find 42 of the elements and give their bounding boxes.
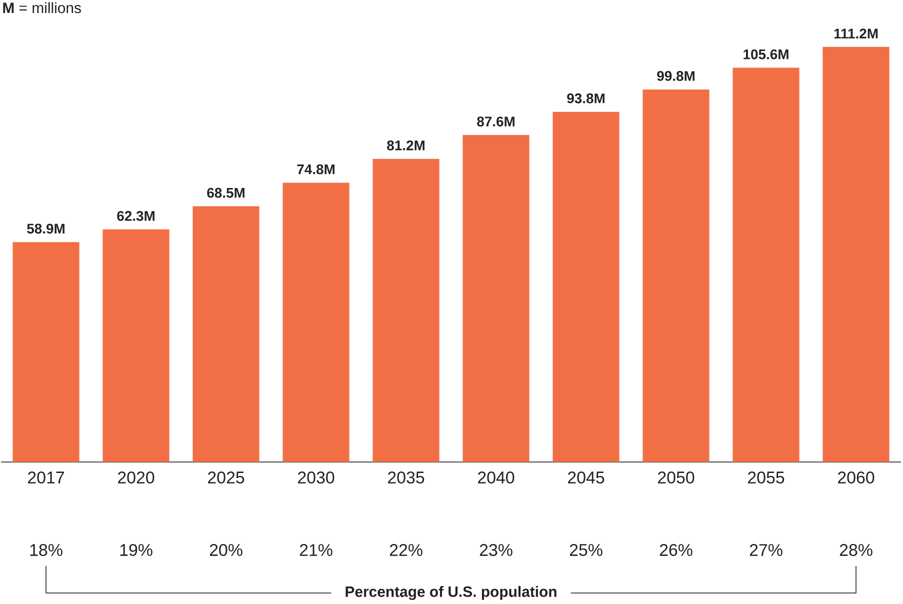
x-tick-label: 2040 xyxy=(478,472,514,484)
x-tick-label: 2025 xyxy=(208,472,244,484)
x-tick-label: 2045 xyxy=(568,472,604,484)
data-label: 74.8M xyxy=(297,164,334,174)
text: 21% xyxy=(300,544,332,556)
bar xyxy=(192,206,260,462)
bar xyxy=(822,46,890,462)
data-label: 105.6M xyxy=(744,49,788,60)
x-tick-label: 2035 xyxy=(388,472,424,484)
bar xyxy=(732,68,800,462)
bar xyxy=(642,89,710,462)
text: 22% xyxy=(390,544,422,556)
text: M = millions xyxy=(3,2,81,14)
x-tick-label: 2055 xyxy=(748,472,784,484)
text: Percentage of U.S. population xyxy=(346,586,556,600)
x-tick-label: 2050 xyxy=(658,472,694,484)
text: 23% xyxy=(480,544,512,556)
text: 25% xyxy=(570,544,602,556)
data-label: 81.2M xyxy=(387,140,424,150)
data-label: 58.9M xyxy=(27,224,64,234)
x-tick-label: 2060 xyxy=(838,472,874,484)
bar xyxy=(102,229,170,462)
data-label: 93.8M xyxy=(567,93,604,104)
x-tick-label: 2030 xyxy=(298,472,334,484)
text: 28% xyxy=(840,544,872,556)
text: 20% xyxy=(210,544,242,556)
text: 26% xyxy=(660,544,692,556)
data-label: 99.8M xyxy=(657,71,694,81)
bar xyxy=(282,182,350,462)
bar xyxy=(12,242,80,462)
bar xyxy=(462,134,530,462)
text: 19% xyxy=(120,544,152,556)
x-tick-label: 2017 xyxy=(28,472,64,484)
text: 18% xyxy=(30,544,62,556)
bar xyxy=(372,158,440,462)
data-label: 68.5M xyxy=(207,188,244,198)
bar xyxy=(552,112,620,462)
data-label: 111.2M xyxy=(834,28,878,38)
text: 27% xyxy=(750,544,782,556)
data-label: 87.6M xyxy=(477,116,514,126)
x-tick-label: 2020 xyxy=(118,472,154,484)
data-label: 62.3M xyxy=(117,211,154,221)
